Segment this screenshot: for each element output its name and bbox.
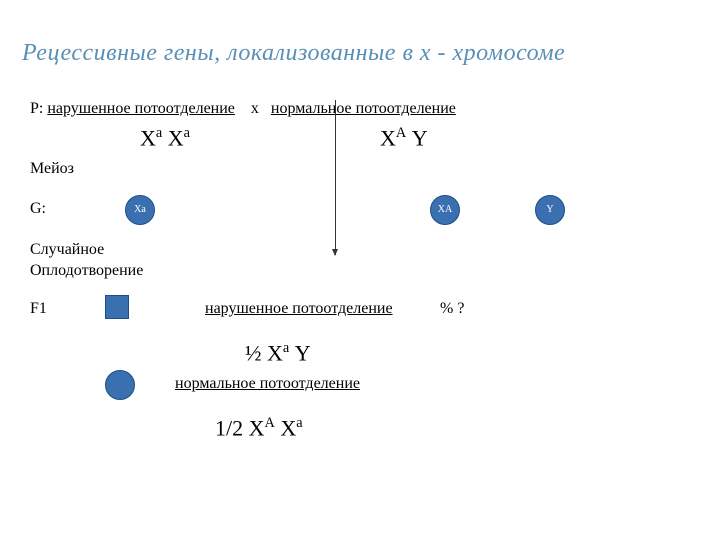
geno-base: Х: [380, 125, 396, 150]
f2-genotype: 1/2 ХА Ха: [215, 415, 303, 441]
cross-symbol: х: [235, 100, 271, 117]
gamete-label: ХА: [438, 205, 452, 215]
meiosis-label: Мейоз: [30, 160, 74, 178]
geno-sup: А: [396, 125, 406, 141]
gamete-circle-xA: ХА: [430, 195, 460, 225]
geno-sup: а: [296, 415, 302, 431]
gamete-circle-xa: Ха: [125, 195, 155, 225]
f1-genotype: ½ Ха Y: [245, 340, 311, 366]
geno-sup: А: [265, 415, 275, 431]
geno-text: Х: [275, 415, 296, 440]
mother-phenotype: нарушенное потоотделение: [47, 100, 235, 117]
geno-base: Х: [140, 125, 156, 150]
gamete-label: Y: [546, 205, 553, 215]
father-phenotype: нормальное потоотделение: [271, 100, 456, 117]
gamete-circle-y: Y: [535, 195, 565, 225]
f1-percent: % ?: [440, 300, 464, 318]
gametes-label: G:: [30, 200, 46, 218]
geno-sup: а: [184, 125, 190, 141]
random-fertilization-label: Случайное Оплодотворение: [30, 240, 143, 282]
p-prefix: P:: [30, 100, 47, 117]
rf-line2: Оплодотворение: [30, 261, 143, 282]
gamete-label: Ха: [134, 205, 146, 215]
father-genotype: ХА Y: [380, 125, 428, 151]
parental-line: P: нарушенное потоотделение х нормальное…: [30, 100, 456, 118]
geno-base: Y: [406, 125, 427, 150]
f1-label: F1: [30, 300, 47, 318]
geno-text: Y: [289, 340, 310, 365]
rf-line1: Случайное: [30, 240, 143, 261]
geno-text: 1/2 Х: [215, 415, 265, 440]
meiosis-arrow: [335, 100, 336, 255]
slide-title: Рецессивные гены, локализованные в х - х…: [22, 40, 565, 67]
f1-male-square: [105, 295, 129, 319]
f2-phenotype: нормальное потоотделение: [175, 375, 360, 393]
f1-phenotype: нарушенное потоотделение: [205, 300, 393, 318]
mother-genotype: Ха Ха: [140, 125, 190, 151]
geno-text: ½ Х: [245, 340, 283, 365]
f1-female-circle: [105, 370, 135, 400]
geno-base: Х: [162, 125, 183, 150]
title-text: Рецессивные гены, локализованные в х - х…: [22, 40, 565, 66]
